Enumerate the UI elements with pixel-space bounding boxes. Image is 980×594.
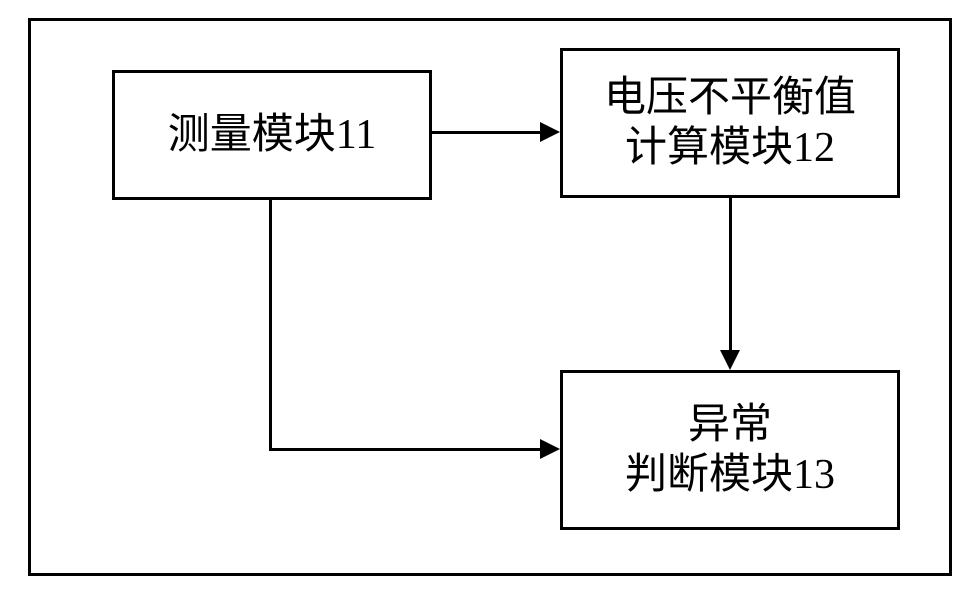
edge-line xyxy=(729,198,732,350)
edge-line xyxy=(269,200,272,450)
arrow-right-icon xyxy=(540,439,560,459)
node-label: 测量模块11 xyxy=(168,110,376,160)
edge-line xyxy=(432,131,540,134)
arrow-right-icon xyxy=(540,122,560,142)
node-measurement-module: 测量模块11 xyxy=(112,70,432,200)
node-label-line2: 计算模块12 xyxy=(625,123,835,173)
node-voltage-imbalance-calc-module: 电压不平衡值 计算模块12 xyxy=(560,48,900,198)
node-label-line1: 电压不平衡值 xyxy=(604,73,856,123)
node-label-line2: 判断模块13 xyxy=(625,450,835,500)
arrow-down-icon xyxy=(720,350,740,370)
node-abnormal-judgment-module: 异常 判断模块13 xyxy=(560,370,900,530)
node-label-line1: 异常 xyxy=(688,400,772,450)
edge-line xyxy=(269,448,540,451)
